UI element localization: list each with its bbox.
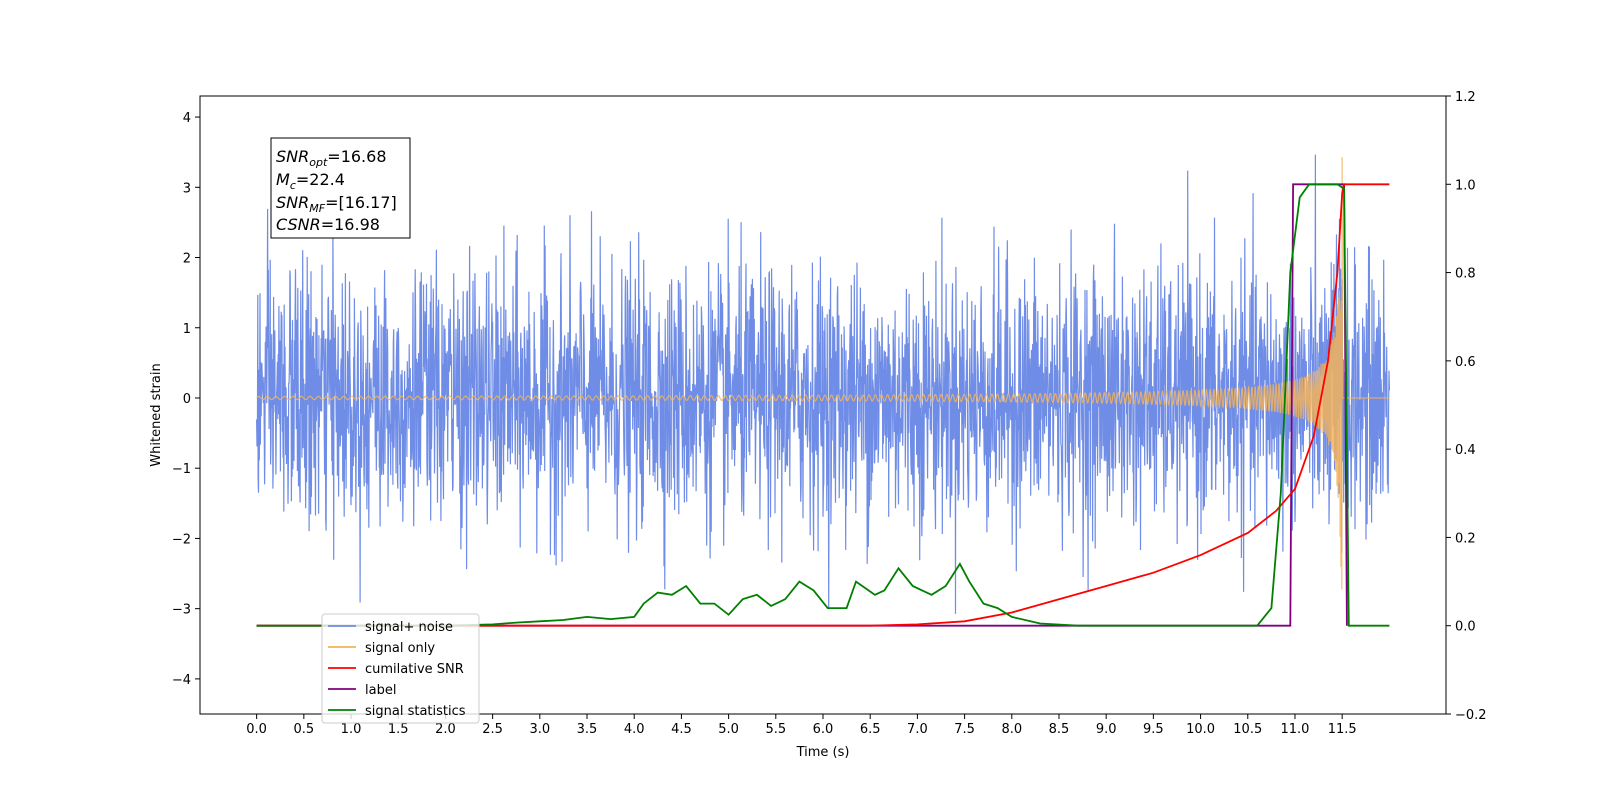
y-tick-label: −4 — [172, 673, 191, 688]
x-tick-label: 11.5 — [1328, 722, 1357, 737]
x-tick-label: 9.5 — [1143, 722, 1164, 737]
y-tick-label: −3 — [172, 603, 191, 618]
x-tick-label: 3.5 — [577, 722, 598, 737]
x-tick-label: 4.0 — [624, 722, 645, 737]
signal-statistics-line — [256, 183, 1390, 627]
annotation-frame — [270, 137, 411, 239]
x-tick-label: 0.0 — [246, 722, 267, 737]
y2-tick-label: 0.8 — [1455, 267, 1476, 282]
y-tick-label: 4 — [183, 111, 191, 126]
y2-tick-label: 0.0 — [1455, 620, 1476, 635]
csnr-annotation: CSNR=16.98 — [276, 215, 380, 234]
y-axis-ticks: 4 3 2 1 0 −1 −2 −3 −4 — [172, 111, 200, 688]
y-tick-label: 3 — [183, 181, 191, 196]
cumulative-snr-line — [256, 183, 1390, 627]
plot-area — [256, 154, 1390, 627]
legend: signal+ noise signal only cumilative SNR la… — [321, 613, 480, 724]
legend-frame — [321, 613, 480, 724]
x-tick-label: 9.0 — [1096, 722, 1117, 737]
y-tick-label: −1 — [172, 462, 191, 477]
x-tick-label: 6.5 — [860, 722, 881, 737]
x-tick-label: 1.5 — [388, 722, 409, 737]
y2-tick-label: 1.2 — [1455, 90, 1476, 105]
y2-tick-label: 0.4 — [1455, 443, 1476, 458]
chirp-mass-annotation: Mc=22.4 — [276, 170, 345, 192]
legend-entry: signal only — [365, 641, 435, 656]
legend-entry: cumilative SNR — [365, 662, 464, 677]
x-tick-label: 6.0 — [813, 722, 834, 737]
x-tick-label: 8.5 — [1049, 722, 1070, 737]
signal-only-series — [256, 157, 1390, 590]
y2-axis-ticks: 1.2 1.0 0.8 0.6 0.4 0.2 0.0 −0.2 — [1446, 90, 1487, 723]
right-axis-series — [256, 183, 1390, 627]
y2-tick-label: 0.6 — [1455, 355, 1476, 370]
signal-plus-noise-line — [256, 154, 1390, 614]
y-axis-label: Whitened strain — [149, 363, 164, 466]
snr-opt-annotation: SNRopt=16.68 — [276, 147, 387, 169]
stats-annotation-box: SNRopt=16.68 Mc=22.4 SNRMF=[16.17] CSNR=… — [270, 137, 411, 239]
x-tick-label: 5.0 — [718, 722, 739, 737]
y2-tick-label: 1.0 — [1455, 178, 1476, 193]
x-tick-label: 7.0 — [907, 722, 928, 737]
x-tick-label: 11.0 — [1280, 722, 1309, 737]
legend-entry: signal+ noise — [365, 620, 453, 635]
legend-entry: signal statistics — [365, 704, 466, 719]
x-tick-label: 10.0 — [1186, 722, 1215, 737]
x-tick-label: 2.0 — [435, 722, 456, 737]
x-axis-label: Time (s) — [796, 745, 850, 760]
snr-mf-annotation: SNRMF=[16.17] — [276, 193, 397, 215]
x-tick-label: 4.5 — [671, 722, 692, 737]
y2-tick-label: −0.2 — [1455, 708, 1487, 723]
x-tick-label: 10.5 — [1233, 722, 1262, 737]
y2-tick-label: 0.2 — [1455, 531, 1476, 546]
x-tick-label: 1.0 — [341, 722, 362, 737]
y-tick-label: −2 — [172, 532, 191, 547]
legend-entry: label — [365, 683, 396, 698]
x-tick-label: 3.0 — [529, 722, 550, 737]
y-tick-label: 1 — [183, 322, 191, 337]
y-tick-label: 2 — [183, 252, 191, 267]
x-tick-label: 7.5 — [954, 722, 975, 737]
y-tick-label: 0 — [183, 392, 191, 407]
x-tick-label: 5.5 — [765, 722, 786, 737]
x-tick-label: 2.5 — [482, 722, 503, 737]
x-axis-ticks: 0.0 0.5 1.0 1.5 2.0 2.5 3.0 3.5 4.0 4.5 5.0 5.5 6.0 6… — [246, 714, 1357, 737]
x-tick-label: 8.0 — [1001, 722, 1022, 737]
signal-plus-noise-series — [256, 154, 1390, 614]
x-tick-label: 0.5 — [293, 722, 314, 737]
signal-only-line — [256, 157, 1390, 590]
